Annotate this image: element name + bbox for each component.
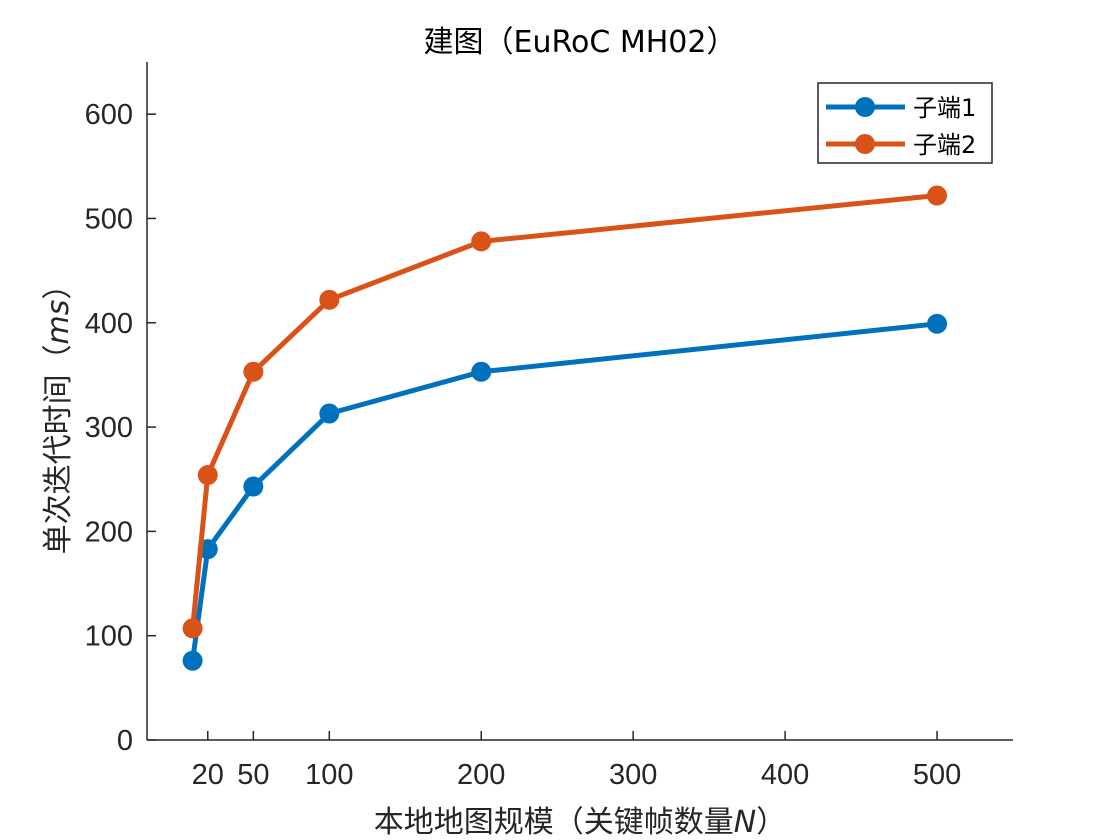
- y-tick-label: 0: [117, 725, 133, 757]
- data-point: [243, 476, 264, 497]
- series-line-1: [190, 321, 938, 662]
- legend-box: [817, 82, 993, 164]
- data-point: [182, 618, 203, 639]
- legend-marker-2: [855, 134, 875, 154]
- data-point: [182, 650, 203, 671]
- x-axis-title: 本地地图规模（关键帧数量N）: [374, 805, 786, 840]
- y-tick-label: 400: [85, 308, 133, 340]
- series-layer: [182, 185, 948, 671]
- data-point: [927, 313, 948, 334]
- x-tick-label: 300: [609, 759, 657, 791]
- x-tick-label: 100: [305, 759, 353, 791]
- legend-marker-1: [855, 97, 875, 117]
- data-point: [243, 361, 264, 382]
- x-tick-label: 50: [237, 759, 269, 791]
- x-axis-title-suffix: ）: [756, 805, 786, 840]
- data-point: [471, 231, 492, 252]
- x-axis-title-variable: N: [734, 805, 756, 840]
- chart-title: 建图（EuRoC MH02）: [424, 25, 737, 60]
- data-point: [319, 289, 340, 310]
- data-point: [927, 185, 948, 206]
- legend-label-1: 子端1: [913, 94, 976, 122]
- data-point: [197, 465, 218, 486]
- x-tick-label: 200: [457, 759, 505, 791]
- data-point: [471, 361, 492, 382]
- y-tick-label: 500: [85, 203, 133, 235]
- y-tick-label: 600: [85, 99, 133, 131]
- legend-label-2: 子端2: [913, 131, 976, 159]
- y-axis-title: 单次迭代时间（ms）: [41, 270, 76, 555]
- y-tick-label: 200: [85, 516, 133, 548]
- series-line-2: [190, 193, 938, 629]
- y-axis-title-suffix: ）: [41, 270, 76, 300]
- x-axis-title-prefix: 本地地图规模（关键帧数量: [374, 805, 734, 840]
- y-tick-label: 100: [85, 621, 133, 653]
- y-tick-label: 300: [85, 412, 133, 444]
- data-point: [319, 403, 340, 424]
- x-tick-label: 20: [192, 759, 224, 791]
- legend: 子端1 子端2: [817, 82, 993, 164]
- x-tick-label: 500: [913, 759, 961, 791]
- y-axis-title-variable: ms: [41, 300, 76, 345]
- axes: 0 100 200 300 400 500 600 20 50 100 200 300 400 500: [85, 62, 1013, 791]
- x-tick-label: 400: [761, 759, 809, 791]
- y-axis-title-prefix: 单次迭代时间（: [41, 344, 76, 554]
